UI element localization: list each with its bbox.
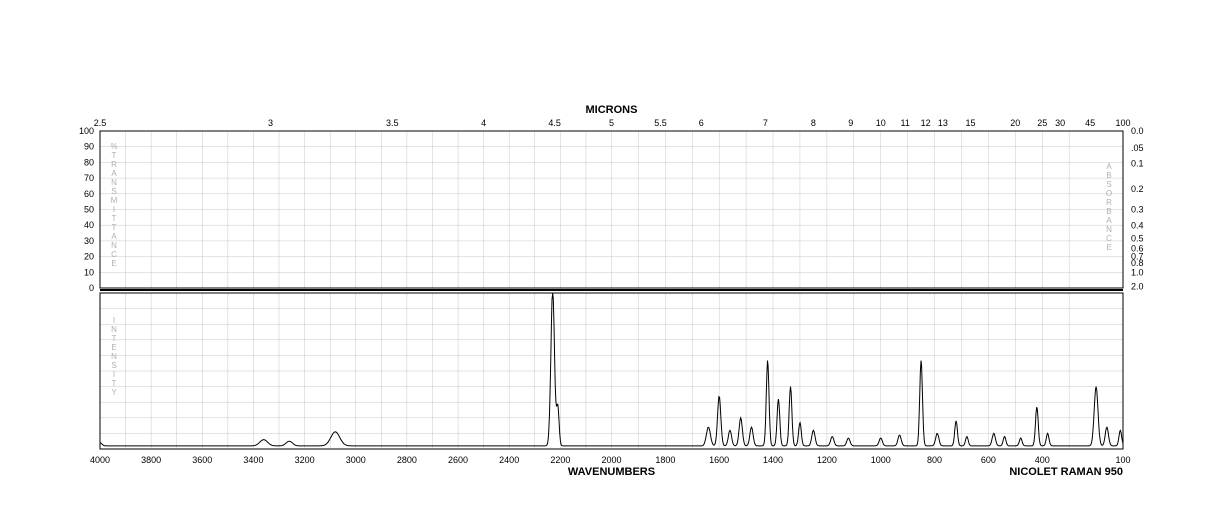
absorbance-label: B	[1106, 171, 1111, 180]
intensity-label: N	[111, 325, 117, 334]
wn-tick: 2800	[397, 455, 417, 465]
transmittance-label: S	[111, 187, 116, 196]
trans-tick: 100	[79, 126, 94, 136]
trans-tick: 60	[84, 189, 94, 199]
transmittance-label: %	[110, 142, 117, 151]
transmittance-label: N	[111, 241, 117, 250]
wn-tick: 3400	[243, 455, 263, 465]
transmittance-label: A	[111, 232, 117, 241]
spectrum-chart: MICRONS2.533.544.555.5678910111213152025…	[0, 0, 1224, 528]
transmittance-label: M	[111, 196, 118, 205]
microns-tick: 11	[901, 118, 910, 128]
wn-tick: 3200	[295, 455, 315, 465]
microns-tick: 20	[1010, 118, 1020, 128]
wn-tick: 2000	[601, 455, 621, 465]
microns-tick: 6	[699, 118, 704, 128]
absorbance-label: A	[1106, 216, 1112, 225]
transmittance-label: N	[111, 178, 117, 187]
intensity-label: T	[112, 379, 117, 388]
top-axis-title: MICRONS	[586, 104, 638, 116]
instrument-label: NICOLET RAMAN 950	[1009, 466, 1123, 478]
microns-tick: 25	[1037, 118, 1047, 128]
microns-tick: 3	[268, 118, 273, 128]
transmittance-label: R	[111, 160, 117, 169]
absorbance-label: A	[1106, 162, 1112, 171]
microns-tick: 9	[848, 118, 853, 128]
chart-svg: MICRONS2.533.544.555.5678910111213152025…	[0, 0, 1224, 528]
absorbance-label: N	[1106, 225, 1112, 234]
wn-tick: 1200	[817, 455, 837, 465]
trans-tick: 20	[84, 252, 94, 262]
wn-tick: 2600	[448, 455, 468, 465]
trans-tick: 30	[84, 236, 94, 246]
microns-tick: 15	[965, 118, 975, 128]
microns-tick: 100	[1115, 118, 1130, 128]
trans-tick: 0	[89, 283, 94, 293]
absorbance-label: R	[1106, 198, 1112, 207]
wn-tick: 4000	[90, 455, 110, 465]
intensity-label: T	[112, 334, 117, 343]
wn-tick: 400	[1035, 455, 1050, 465]
wn-tick: 3600	[192, 455, 212, 465]
microns-tick: 5.5	[654, 118, 667, 128]
trans-tick: 90	[84, 142, 94, 152]
abs-tick: 0.3	[1131, 204, 1144, 214]
wn-tick: 3000	[346, 455, 366, 465]
wn-tick: 1800	[655, 455, 675, 465]
microns-tick: 5	[609, 118, 614, 128]
intensity-label: I	[113, 370, 115, 379]
abs-tick: 0.4	[1131, 220, 1144, 230]
transmittance-label: E	[111, 259, 116, 268]
microns-tick: 30	[1055, 118, 1065, 128]
transmittance-label: T	[112, 223, 117, 232]
bottom-axis-title: WAVENUMBERS	[568, 466, 655, 478]
abs-tick: 0.0	[1131, 126, 1144, 136]
microns-tick: 4.5	[548, 118, 561, 128]
transmittance-label: T	[112, 214, 117, 223]
intensity-label: Y	[111, 388, 117, 397]
wn-tick: 1400	[763, 455, 783, 465]
microns-tick: 7	[763, 118, 768, 128]
transmittance-label: C	[111, 250, 117, 259]
absorbance-label: E	[1106, 243, 1111, 252]
microns-tick: 3.5	[386, 118, 399, 128]
wn-tick: 1000	[871, 455, 891, 465]
trans-tick: 80	[84, 157, 94, 167]
microns-tick: 2.5	[94, 118, 107, 128]
intensity-label: N	[111, 352, 117, 361]
wn-tick: 2200	[550, 455, 570, 465]
intensity-label: E	[111, 343, 116, 352]
microns-tick: 12	[921, 118, 931, 128]
transmittance-label: A	[111, 169, 117, 178]
wn-tick: 600	[981, 455, 996, 465]
trans-tick: 40	[84, 220, 94, 230]
transmittance-label: I	[113, 205, 115, 214]
wn-tick: 1600	[709, 455, 729, 465]
wn-tick: 3800	[141, 455, 161, 465]
abs-tick: 1.0	[1131, 267, 1144, 277]
transmittance-label: T	[112, 151, 117, 160]
wn-tick: 800	[927, 455, 942, 465]
wn-tick: 2400	[499, 455, 519, 465]
absorbance-label: B	[1106, 207, 1111, 216]
abs-tick: 0.2	[1131, 184, 1144, 194]
microns-tick: 45	[1085, 118, 1095, 128]
abs-tick: 0.5	[1131, 233, 1144, 243]
trans-tick: 70	[84, 173, 94, 183]
abs-tick: .05	[1131, 143, 1144, 153]
trans-tick: 50	[84, 205, 94, 215]
intensity-label: I	[113, 316, 115, 325]
absorbance-label: S	[1106, 180, 1111, 189]
abs-tick: 2.0	[1131, 281, 1144, 291]
microns-tick: 8	[811, 118, 816, 128]
absorbance-label: C	[1106, 234, 1112, 243]
microns-tick: 10	[876, 118, 886, 128]
wn-tick: 100	[1115, 455, 1130, 465]
abs-tick: 0.1	[1131, 158, 1144, 168]
microns-tick: 13	[938, 118, 948, 128]
absorbance-label: O	[1106, 189, 1112, 198]
trans-tick: 10	[84, 267, 94, 277]
intensity-label: S	[111, 361, 116, 370]
microns-tick: 4	[481, 118, 486, 128]
